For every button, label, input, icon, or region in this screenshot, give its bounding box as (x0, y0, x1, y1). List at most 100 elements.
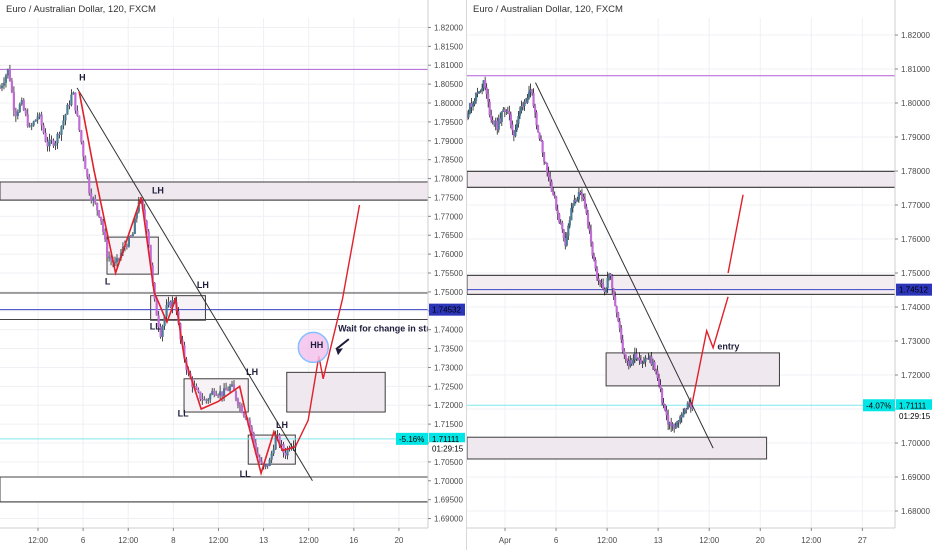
candle-body (50, 139, 53, 141)
candle-body (471, 104, 475, 107)
candle-body (250, 427, 253, 434)
price-tag-label: 1.71111 (432, 435, 460, 444)
candle-body (589, 230, 593, 243)
price-tick-label: 1.70000 (434, 477, 463, 486)
price-tick-label: 1.75000 (434, 288, 463, 297)
candle-body (485, 87, 488, 95)
candle-body (44, 132, 47, 142)
candle-body (161, 326, 164, 337)
candle-body (571, 205, 574, 209)
candle-body (56, 133, 59, 144)
candle-body (573, 199, 576, 206)
candle-body (561, 222, 564, 230)
time-tick-label: 8 (171, 536, 176, 545)
candle-body (195, 386, 198, 390)
time-tick-label: 27 (858, 536, 867, 545)
candle-body (644, 358, 647, 362)
candle-body (96, 203, 99, 211)
candle-body (667, 415, 670, 425)
candle-body (499, 118, 502, 122)
candle-body (635, 353, 638, 359)
candle-body (12, 92, 15, 111)
candle-body (565, 236, 568, 246)
candle-body (84, 156, 87, 170)
candle-body (14, 110, 17, 117)
candle-body (46, 141, 49, 147)
candle-body (520, 105, 523, 112)
candle-body (66, 104, 69, 115)
chart-left[interactable]: H LH L LH LL LH LL LH LL HH Wait for change in str… (0, 0, 466, 550)
time-tick-label: 12:00 (699, 536, 720, 545)
annotation-label: LH (197, 280, 209, 290)
candle-body (648, 356, 652, 359)
candle-body (0, 87, 2, 89)
candle-body (131, 233, 134, 237)
zone-rect (605, 352, 780, 387)
chart-panel-right[interactable]: entry 1.82000 1.81000 1.80000 1.79000 1.78000… (466, 0, 932, 550)
candle-body (617, 312, 620, 322)
time-tick-label: 20 (756, 536, 765, 545)
candle-body (508, 111, 511, 115)
candle-body (234, 391, 238, 400)
candle-body (274, 435, 277, 450)
candle-body (74, 92, 77, 111)
candle-body (266, 464, 269, 467)
candle-body (100, 216, 103, 222)
candle-body (564, 237, 567, 246)
candle-body (585, 206, 588, 214)
candle-body (268, 459, 271, 467)
candle-body (595, 268, 599, 279)
candle-body (670, 422, 673, 427)
candle-body (147, 231, 150, 245)
candle-body (38, 114, 41, 117)
candle-body (207, 399, 210, 401)
price-tick-label: 1.76000 (901, 235, 930, 244)
candle-body (149, 244, 152, 266)
candle-body (524, 101, 528, 103)
candle-body (117, 258, 121, 260)
candle-body (685, 409, 688, 411)
candle-body (544, 161, 547, 164)
price-tick-label: 1.78000 (434, 175, 463, 184)
candle-body (254, 442, 257, 453)
time-tick-label: 12:00 (597, 536, 618, 545)
candle-body (632, 359, 635, 364)
candle-body (623, 350, 626, 355)
chart-title-right: Euro / Australian Dollar, 120, FXCM (473, 4, 623, 15)
price-tick-label: 1.76500 (434, 231, 463, 240)
candle-body (238, 405, 242, 407)
candle-body (76, 110, 79, 116)
candle-body (167, 301, 170, 306)
annotation-label: LL (150, 322, 161, 332)
candle-body (203, 399, 206, 401)
price-tag-bg (429, 303, 465, 316)
candle-body (92, 198, 95, 201)
candle-body (521, 105, 525, 107)
candle-body (52, 140, 55, 146)
chart-right[interactable]: entry 1.82000 1.81000 1.80000 1.79000 1.78000… (467, 0, 932, 550)
time-tick-label: 13 (654, 536, 663, 545)
candle-body (199, 391, 202, 400)
forecast-path (691, 296, 729, 406)
time-tick-label: Apr (499, 536, 512, 545)
chart-panel-left[interactable]: H LH L LH LL LH LL LH LL HH Wait for change in str… (0, 0, 466, 550)
candle-body (494, 121, 497, 125)
candle-body (668, 422, 671, 425)
candle-body (491, 120, 494, 122)
candle-body (473, 100, 476, 105)
candle-body (125, 245, 129, 247)
candle-body (657, 377, 661, 385)
candle-body (30, 125, 33, 127)
candle-body (527, 91, 531, 98)
candle-body (547, 172, 550, 178)
candle-body (240, 405, 244, 413)
price-tick-label: 1.80500 (434, 80, 463, 89)
forecast-path (727, 194, 744, 274)
candle-body (651, 361, 655, 365)
candle-body (127, 236, 130, 247)
candle-body (479, 90, 482, 92)
annotation-arrow (335, 338, 350, 351)
annotation-label: LH (246, 367, 258, 377)
price-tick-label: 1.81000 (901, 65, 930, 74)
candle-body (533, 106, 537, 113)
